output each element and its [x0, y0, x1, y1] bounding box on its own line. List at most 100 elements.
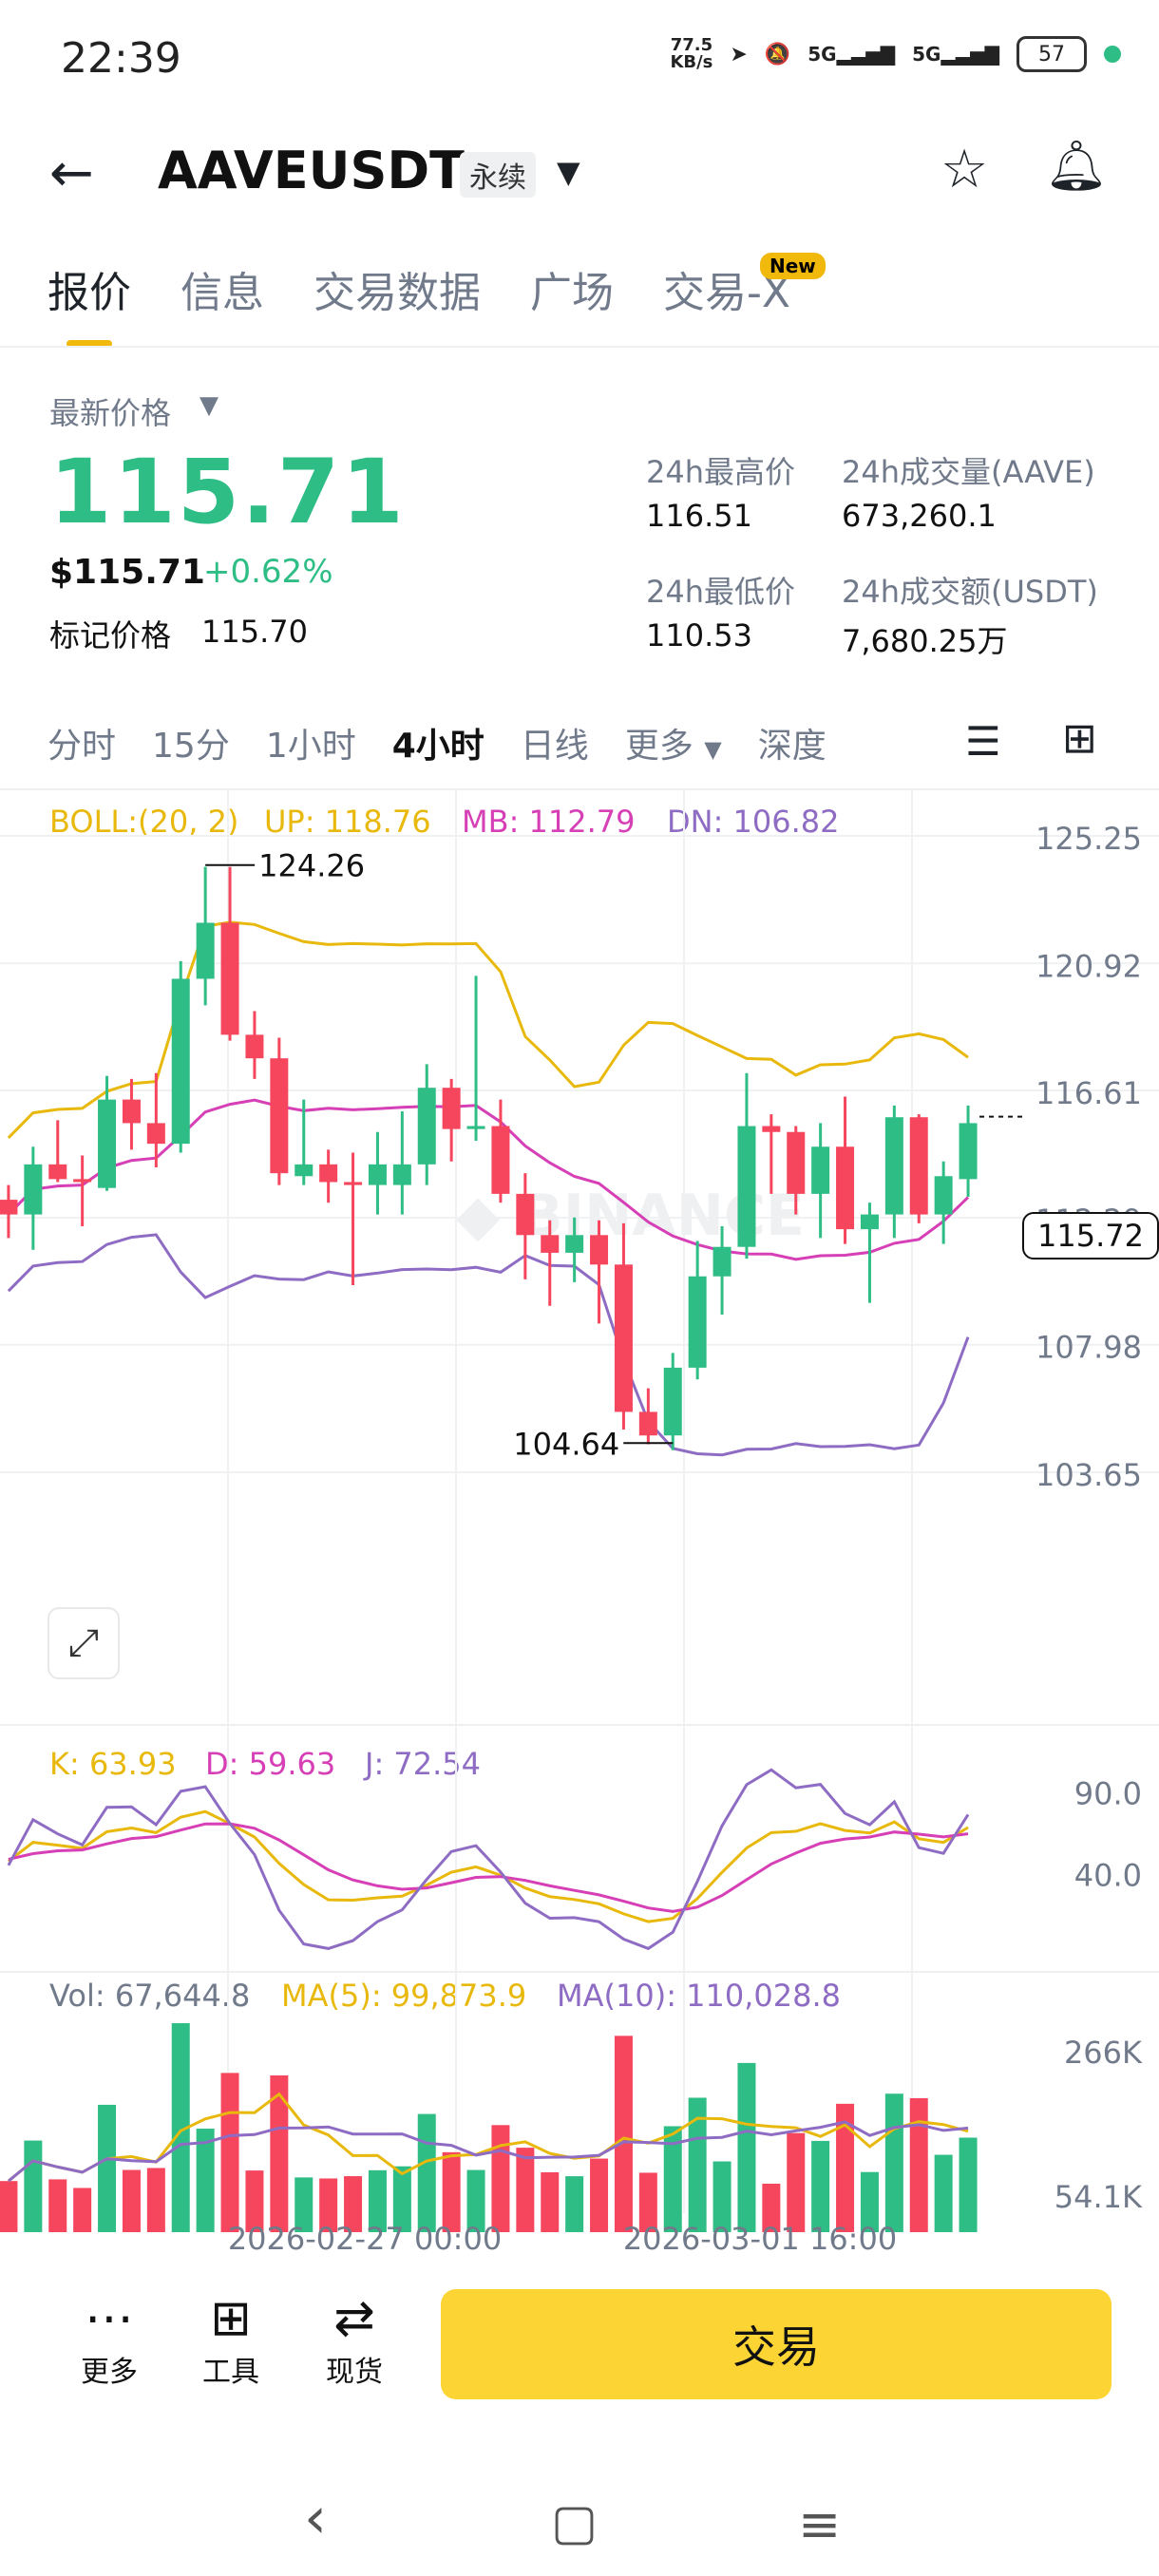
- interval-15m[interactable]: 15分: [152, 727, 230, 766]
- tab-trading-data[interactable]: 交易数据: [314, 269, 481, 317]
- volume-bar: [638, 2172, 657, 2232]
- turnover-value: 7,680.25万: [842, 623, 1008, 659]
- indicator-settings-icon[interactable]: ☰: [965, 718, 1001, 765]
- new-badge: New: [760, 253, 826, 279]
- boll-lines: [7, 920, 970, 1457]
- volume-bar: [270, 2075, 289, 2232]
- boll-up: UP: 118.76: [264, 804, 431, 840]
- interval-bar: 分时 15分 1小时 4小时 日线 更多 ▼ 深度: [48, 718, 826, 767]
- volume-bar: [811, 2140, 830, 2232]
- last-price: 115.71: [49, 441, 406, 544]
- volume-bar: [688, 2097, 707, 2232]
- interval-4h[interactable]: 4小时: [391, 727, 484, 766]
- nav-home-icon[interactable]: ▢: [551, 2494, 598, 2551]
- candle-body: [811, 1146, 830, 1194]
- volume-bar: [245, 2170, 264, 2232]
- volume-bar: [491, 2125, 510, 2232]
- price-axis-label: 116.61: [1036, 1075, 1142, 1111]
- interval-time[interactable]: 分时: [48, 727, 117, 766]
- latest-price-caret-icon[interactable]: ▼: [200, 391, 218, 420]
- kdj-d: D: 59.63: [205, 1746, 336, 1782]
- mute-icon: 🔕: [764, 42, 791, 66]
- volume-bar: [959, 2137, 978, 2232]
- nav-menu-icon[interactable]: ≡: [798, 2494, 842, 2554]
- alert-bell-icon[interactable]: 🔔︎: [1045, 138, 1109, 195]
- divider: [0, 346, 1159, 348]
- vol-axis-label: 54.1K: [1054, 2179, 1143, 2215]
- tab-info[interactable]: 信息: [180, 269, 264, 317]
- divider: [0, 788, 1159, 790]
- tools-icon: ⊞: [210, 2290, 252, 2347]
- volume-bar: [836, 2103, 855, 2232]
- usd-price: $115.71: [49, 553, 205, 592]
- boll-up-line: [7, 920, 969, 1139]
- spot-icon: ⇄: [333, 2290, 375, 2347]
- latest-price-label[interactable]: 最新价格: [49, 395, 172, 431]
- kdj-j-line: [7, 1768, 970, 1951]
- volume-bar: [737, 2062, 756, 2232]
- candle-body: [171, 978, 190, 1145]
- battery-icon: 57: [1016, 36, 1087, 72]
- volume-bar: [541, 2171, 560, 2232]
- candle-body: [294, 1164, 314, 1177]
- battery-level: 57: [1038, 42, 1065, 66]
- candle-body: [762, 1126, 781, 1132]
- candle-body: [934, 1176, 953, 1215]
- volume-bar: [319, 2178, 338, 2232]
- spot-button[interactable]: ⇄ 现货: [302, 2289, 407, 2390]
- layout-grid-icon[interactable]: ⊞: [1062, 714, 1097, 763]
- interval-1h[interactable]: 1小时: [265, 727, 356, 766]
- volume-bar: [614, 2036, 633, 2232]
- interval-1d[interactable]: 日线: [520, 727, 589, 766]
- tab-quote[interactable]: 报价: [48, 258, 131, 348]
- vol-label: Vol: 67,644.8: [49, 1978, 251, 2014]
- interval-depth[interactable]: 深度: [757, 727, 826, 766]
- candlestick-chart[interactable]: ◆ BINANCE 125.25120.92116.61112.29107.98…: [0, 788, 1159, 2251]
- high-value: 116.51: [646, 498, 752, 534]
- candle-body: [98, 1099, 117, 1188]
- candle-body: [146, 1123, 165, 1145]
- volume-bar: [24, 2140, 43, 2232]
- candle-body: [516, 1193, 535, 1236]
- volume-bar: [762, 2183, 781, 2232]
- expand-chart-icon[interactable]: ⤢: [48, 1607, 120, 1679]
- signal-5g-1: 5G▂▃▅▇: [808, 43, 896, 66]
- vol-ma10: MA(10): 110,028.8: [557, 1978, 841, 2014]
- tab-square[interactable]: 广场: [530, 269, 614, 317]
- time-label: 2026-03-01 16:00: [623, 2221, 897, 2251]
- status-dot: [1104, 46, 1121, 63]
- candle-body: [48, 1164, 67, 1180]
- candle-body: [417, 1088, 436, 1165]
- boll-dn: DN: 106.82: [667, 804, 840, 840]
- nav-back-icon[interactable]: ‹: [304, 2485, 327, 2551]
- volume-bar: [712, 2161, 732, 2232]
- candle-body: [319, 1164, 338, 1183]
- symbol-dropdown-icon[interactable]: ▼: [557, 154, 580, 190]
- tools-button[interactable]: ⊞ 工具: [179, 2289, 283, 2390]
- volume-bar: [516, 2148, 535, 2232]
- volume-bar: [909, 2097, 928, 2232]
- vol-ma10-line: [7, 2120, 969, 2183]
- candle-body: [884, 1117, 903, 1215]
- back-arrow-icon[interactable]: ←: [49, 142, 94, 204]
- price-axis-label: 125.25: [1036, 821, 1142, 857]
- symbol-title[interactable]: AAVEUSDT: [158, 141, 465, 200]
- volume-bar: [860, 2171, 879, 2232]
- volume-bar: [344, 2176, 363, 2232]
- trade-button[interactable]: 交易: [441, 2289, 1112, 2399]
- signal-5g-2: 5G▂▃▅▇: [912, 43, 999, 66]
- interval-more[interactable]: 更多 ▼: [625, 718, 722, 767]
- candle-body: [24, 1164, 43, 1215]
- volume-value: 673,260.1: [842, 498, 997, 534]
- candle-body: [442, 1088, 461, 1129]
- net-label-1: 5G: [808, 43, 837, 66]
- candle-body: [245, 1034, 264, 1059]
- markers: 124.26 104.64: [205, 848, 1022, 1462]
- favorite-star-icon[interactable]: ☆: [940, 139, 989, 200]
- candles: [0, 866, 978, 1450]
- kdj-axis-label: 90.0: [1074, 1775, 1142, 1811]
- more-button[interactable]: ⋯ 更多: [57, 2289, 162, 2390]
- candle-body: [491, 1126, 510, 1194]
- status-icons: 77.5 KB/s ➤ 🔕 5G▂▃▅▇ 5G▂▃▅▇ 57: [670, 36, 1121, 72]
- turnover-label: 24h成交额(USDT): [842, 574, 1098, 610]
